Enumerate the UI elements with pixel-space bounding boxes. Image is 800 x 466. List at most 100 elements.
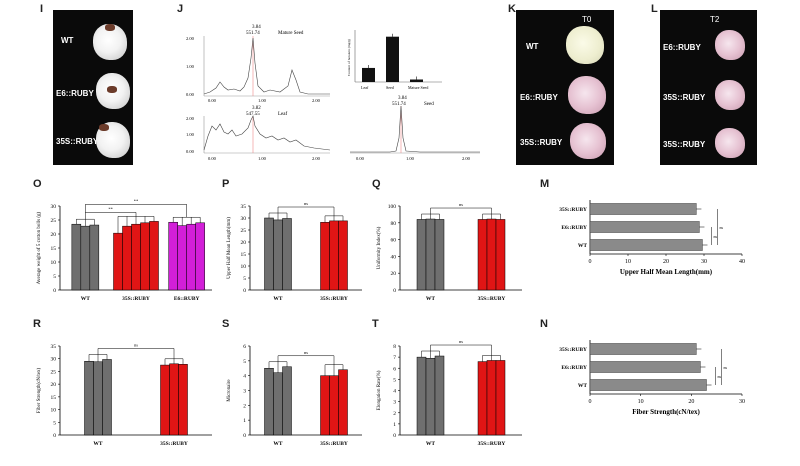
sig-label: ns <box>459 339 463 344</box>
cotton-fiber-t2-e6 <box>715 30 745 60</box>
bar <box>329 220 339 291</box>
x-group-label: WT <box>81 296 91 302</box>
y-tick-label: 10 <box>51 260 57 266</box>
y-tick-label: 15 <box>241 252 247 258</box>
x-axis-label: Fiber Strength(cN/tex) <box>632 408 700 416</box>
y-tick-label: 35 <box>241 204 247 210</box>
x-tick-label: 30 <box>701 259 707 265</box>
photo-k-label-e6: E6::RUBY <box>520 93 558 102</box>
y-tick-label: 10 <box>241 264 247 270</box>
sig-label: ** <box>108 206 113 211</box>
bar <box>89 224 100 291</box>
x-group-label: E6::RUBY <box>174 296 200 302</box>
y-tick-label: 4 <box>243 374 246 380</box>
j-tl-peak-sub: 551.74 <box>246 31 260 36</box>
j-br-sample: Seed <box>424 102 434 107</box>
panel-label-i: I <box>40 3 44 15</box>
x-tick-label: 20 <box>663 259 669 265</box>
category-label: E6::RUBY <box>561 365 587 371</box>
panel-label-m: M <box>540 178 550 190</box>
j-bl-sample: Leaf <box>278 112 287 117</box>
bar <box>273 219 283 291</box>
j-tl-ytick: 0.00 <box>186 92 195 97</box>
bar <box>169 363 179 436</box>
j-inset-bar <box>386 36 399 82</box>
panel-l-photo: T2 E6::RUBY 35S::RUBY 35S::RUBY <box>660 10 757 165</box>
boll-calyx <box>107 86 117 93</box>
x-group-label: 35S::RUBY <box>122 296 150 302</box>
y-tick-label: 10 <box>51 408 57 414</box>
x-tick-label: 40 <box>739 259 745 265</box>
category-label: WT <box>578 383 588 389</box>
y-axis-label: Fiber Strength(cN/tex) <box>37 367 42 413</box>
j-tl-trace <box>203 37 330 95</box>
bar <box>102 359 112 436</box>
bar <box>195 222 205 291</box>
y-tick-label: 25 <box>241 228 247 234</box>
y-tick-label: 5 <box>53 420 56 426</box>
panel-label-p: P <box>222 178 230 190</box>
bar <box>338 220 348 291</box>
j-tl-xtick: 1.00 <box>258 98 267 103</box>
j-bl-xtick: 2.00 <box>312 156 321 161</box>
y-tick-label: 0 <box>243 288 246 294</box>
x-group-label: 35S::RUBY <box>320 441 348 447</box>
panel-label-s: S <box>222 318 230 330</box>
photo-k-title: T0 <box>582 15 592 24</box>
j-bl-ytick: 0.00 <box>186 149 195 154</box>
bar <box>486 218 497 291</box>
y-tick-label: 30 <box>51 357 57 363</box>
panel-label-k: K <box>508 3 516 15</box>
cotton-fiber-35s <box>570 123 606 159</box>
cotton-fiber-wt <box>566 26 604 64</box>
y-tick-label: 1 <box>243 418 246 424</box>
panel-j-chromatograms: 3.84 551.74 Mature Seed 2.00 1.00 0.00 0… <box>186 25 480 161</box>
photo-k-label-35s: 35S::RUBY <box>520 138 563 147</box>
cotton-fiber-e6 <box>568 76 606 114</box>
bar <box>495 219 506 291</box>
sig-label: ns <box>304 350 308 355</box>
bar <box>329 375 339 436</box>
photo-i-label-wt: WT <box>61 36 74 45</box>
bar <box>160 364 170 436</box>
j-tl-xtick: 0.00 <box>208 98 217 103</box>
y-tick-label: 30 <box>241 216 247 222</box>
bar <box>264 368 274 436</box>
hbar <box>589 239 703 251</box>
panel-label-n: N <box>540 318 548 330</box>
x-tick-label: 30 <box>739 399 745 405</box>
j-bl-peak-sub: 547.55 <box>246 112 260 117</box>
x-tick-label: 10 <box>638 399 644 405</box>
cotton-fiber-t2-35s-b <box>715 128 745 158</box>
bar <box>273 372 283 436</box>
bar <box>71 223 82 291</box>
y-axis-label: Average weight of 5 cotton bolls (g) <box>37 211 42 284</box>
j-br-trace <box>350 105 480 153</box>
y-tick-label: 60 <box>391 238 397 244</box>
y-tick-label: 5 <box>243 276 246 282</box>
y-tick-label: 5 <box>393 377 396 383</box>
x-group-label: WT <box>93 441 103 447</box>
bar <box>338 369 348 436</box>
sig-label: ** <box>134 198 139 203</box>
y-tick-label: 15 <box>51 246 57 252</box>
panel-label-r: R <box>33 318 41 330</box>
sig-label: ns <box>459 202 463 207</box>
bar <box>425 357 436 436</box>
photo-l-label-35s-a: 35S::RUBY <box>663 93 706 102</box>
bar <box>282 218 292 291</box>
bar <box>122 225 132 291</box>
y-tick-label: 5 <box>243 359 246 365</box>
y-tick-label: 0 <box>53 433 56 439</box>
j-tl-sample: Mature Seed <box>278 31 304 36</box>
bar <box>93 361 103 436</box>
bar <box>131 223 141 291</box>
j-inset-bar <box>362 67 375 82</box>
chart-p: 0 5 10 15 20 25 30 35 Upper Half Mean Length(mm)… <box>227 201 362 302</box>
bar <box>84 361 94 436</box>
category-label: E6::RUBY <box>561 225 587 231</box>
bar <box>416 356 427 436</box>
bar <box>140 222 150 291</box>
